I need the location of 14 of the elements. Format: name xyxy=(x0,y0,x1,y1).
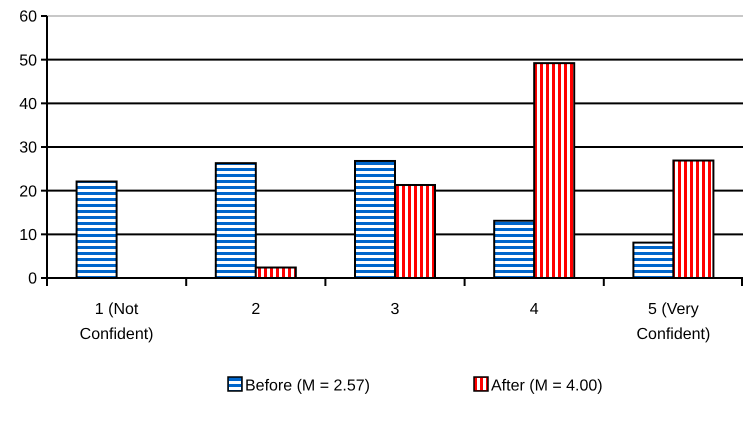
y-tick-label: 60 xyxy=(19,8,38,26)
x-tick-label: 3 xyxy=(390,301,400,318)
y-tick-label: 50 xyxy=(19,52,38,70)
y-tick-label: 20 xyxy=(19,183,38,200)
y-tick-label: 0 xyxy=(28,270,38,288)
y-tick-label: 40 xyxy=(19,96,38,113)
y-tick-label: 30 xyxy=(19,140,38,157)
legend-label: Before (M = 2.57) xyxy=(245,378,370,395)
x-tick-label: 1 (Not Confident) xyxy=(80,301,154,343)
x-tick-label: 4 xyxy=(530,301,539,318)
x-tick-label: 5 (Very Confident) xyxy=(636,301,710,343)
y-tick-label: 10 xyxy=(19,226,38,244)
x-tick-label: 2 xyxy=(251,301,260,318)
legend-label: After (M = 4.00) xyxy=(491,378,603,395)
